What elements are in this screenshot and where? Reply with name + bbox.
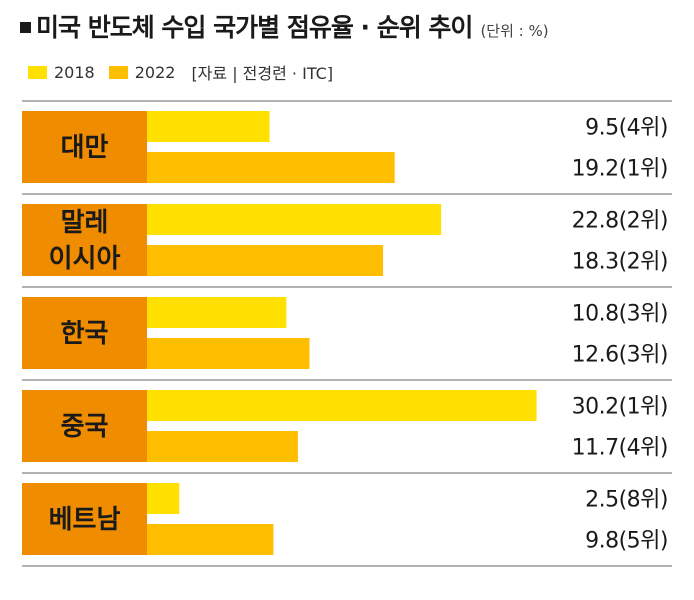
legend-label-2022: 2022 (134, 62, 176, 82)
value-label: 30.2(1위) (572, 395, 668, 420)
category-box (22, 390, 147, 462)
bar-2022 (147, 524, 274, 555)
source-note: [자료 | 전경련 · ITC] (191, 64, 334, 83)
category-label: 중국 (61, 412, 109, 442)
category-label: 대만 (61, 133, 109, 163)
unit-label: (단위 : %) (480, 22, 549, 40)
category-box (22, 297, 147, 369)
value-label: 9.8(5위) (585, 529, 668, 554)
value-label: 19.2(1위) (572, 157, 668, 182)
category-box (22, 204, 147, 276)
value-label: 22.8(2위) (572, 209, 668, 234)
category-box (22, 111, 147, 183)
legend-label-2018: 2018 (54, 62, 95, 82)
legend-swatch-2022 (108, 65, 128, 79)
bar-2022 (147, 245, 384, 276)
value-label: 10.8(3위) (572, 302, 668, 327)
value-label: 18.3(2위) (572, 250, 668, 275)
legend-item-2018: 2018 (28, 63, 95, 82)
bar-2022 (147, 338, 310, 369)
legend-swatch-2018 (28, 65, 47, 79)
legend-item-2022: 2022 (108, 62, 176, 82)
bar-2022 (147, 152, 395, 183)
bar-2018 (147, 297, 287, 328)
value-label: 9.5(4위) (585, 116, 668, 141)
value-label: 11.7(4위) (572, 436, 668, 461)
bar-2018 (147, 204, 442, 235)
category-label: 한국 (61, 319, 109, 349)
bar-2018 (147, 483, 180, 514)
title-bullet-icon (20, 22, 31, 33)
bar-2018 (147, 111, 270, 142)
value-label: 2.5(8위) (585, 488, 668, 513)
category-label: 말레 이시아 (49, 208, 121, 274)
chart-title: 미국 반도체 수입 국가별 점유율 · 순위 추이 (36, 13, 473, 42)
category-box (22, 483, 147, 555)
category-label: 베트남 (49, 505, 121, 535)
legend: 2018 2022 [자료 | 전경련 · ITC] (28, 60, 333, 84)
bar-2018 (147, 390, 537, 421)
value-label: 12.6(3위) (572, 343, 668, 368)
chart-header: 미국 반도체 수입 국가별 점유율 · 순위 추이 (단위 : %) (20, 8, 549, 44)
bar-2022 (147, 431, 298, 462)
